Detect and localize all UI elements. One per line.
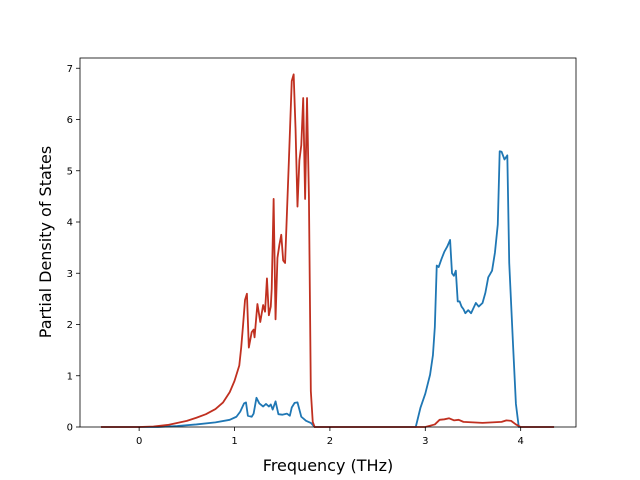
y-tick-label: 6 [67,115,73,126]
axes-frame [79,57,577,428]
x-ticks: 0 1 2 3 4 [136,427,524,447]
y-tick-label: 5 [67,166,73,177]
y-tick-label: 3 [67,269,73,280]
series-line-1 [100,150,555,428]
y-tick-label: 0 [67,423,73,434]
y-tick-label: 2 [67,320,73,331]
x-tick-label: 0 [136,436,142,447]
x-tick-label: 3 [422,436,428,447]
plot-area [80,58,576,427]
y-tick-label: 7 [67,64,73,75]
x-tick-label: 2 [327,436,333,447]
x-tick-label: 4 [517,436,523,447]
y-axis-label: Partial Density of States [36,146,55,338]
y-tick-label: 1 [67,371,73,382]
x-axis-label: Frequency (THz) [263,456,393,475]
y-tick-label: 4 [67,218,73,229]
series-line-2 [100,73,555,428]
x-tick-label: 1 [231,436,237,447]
y-ticks: 0 1 2 3 4 5 6 7 [67,64,80,434]
series-layer [100,73,555,428]
